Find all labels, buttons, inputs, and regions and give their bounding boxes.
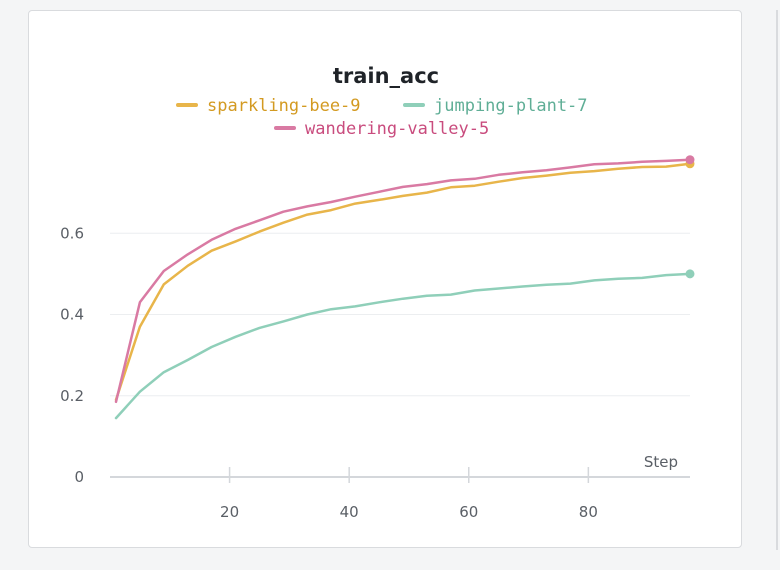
chart-title: train_acc [333,64,439,88]
y-tick-label: 0.6 [60,224,84,242]
y-tick-label: 0.4 [60,306,84,324]
legend: sparkling-bee-9 jumping-plant-7 wandering-… [176,96,588,139]
series-line-sparkling-bee-9 [114,162,692,402]
x-tick-label: 40 [340,503,359,521]
grid [110,232,690,397]
end-point-wandering-valley-5 [685,155,695,165]
end-points [685,155,695,279]
x-axis-label: Step [644,453,678,471]
y-tick-label: 0.2 [60,387,84,405]
legend-label: wandering-valley-5 [305,119,489,139]
series-line-wandering-valley-5 [114,158,692,404]
legend-label: jumping-plant-7 [434,96,588,116]
series-lines [114,158,692,420]
series-line-jumping-plant-7 [114,272,692,420]
end-point-jumping-plant-7 [685,269,695,279]
adjacent-panel-edge [776,10,778,550]
y-tick-label: 0 [74,468,84,486]
legend-label: sparkling-bee-9 [207,96,361,116]
axes: 0 0.2 0.4 0.6 20 40 60 80 [60,224,690,521]
x-tick-label: 60 [459,503,478,521]
x-tick-label: 80 [579,503,598,521]
x-tick-label: 20 [220,503,239,521]
